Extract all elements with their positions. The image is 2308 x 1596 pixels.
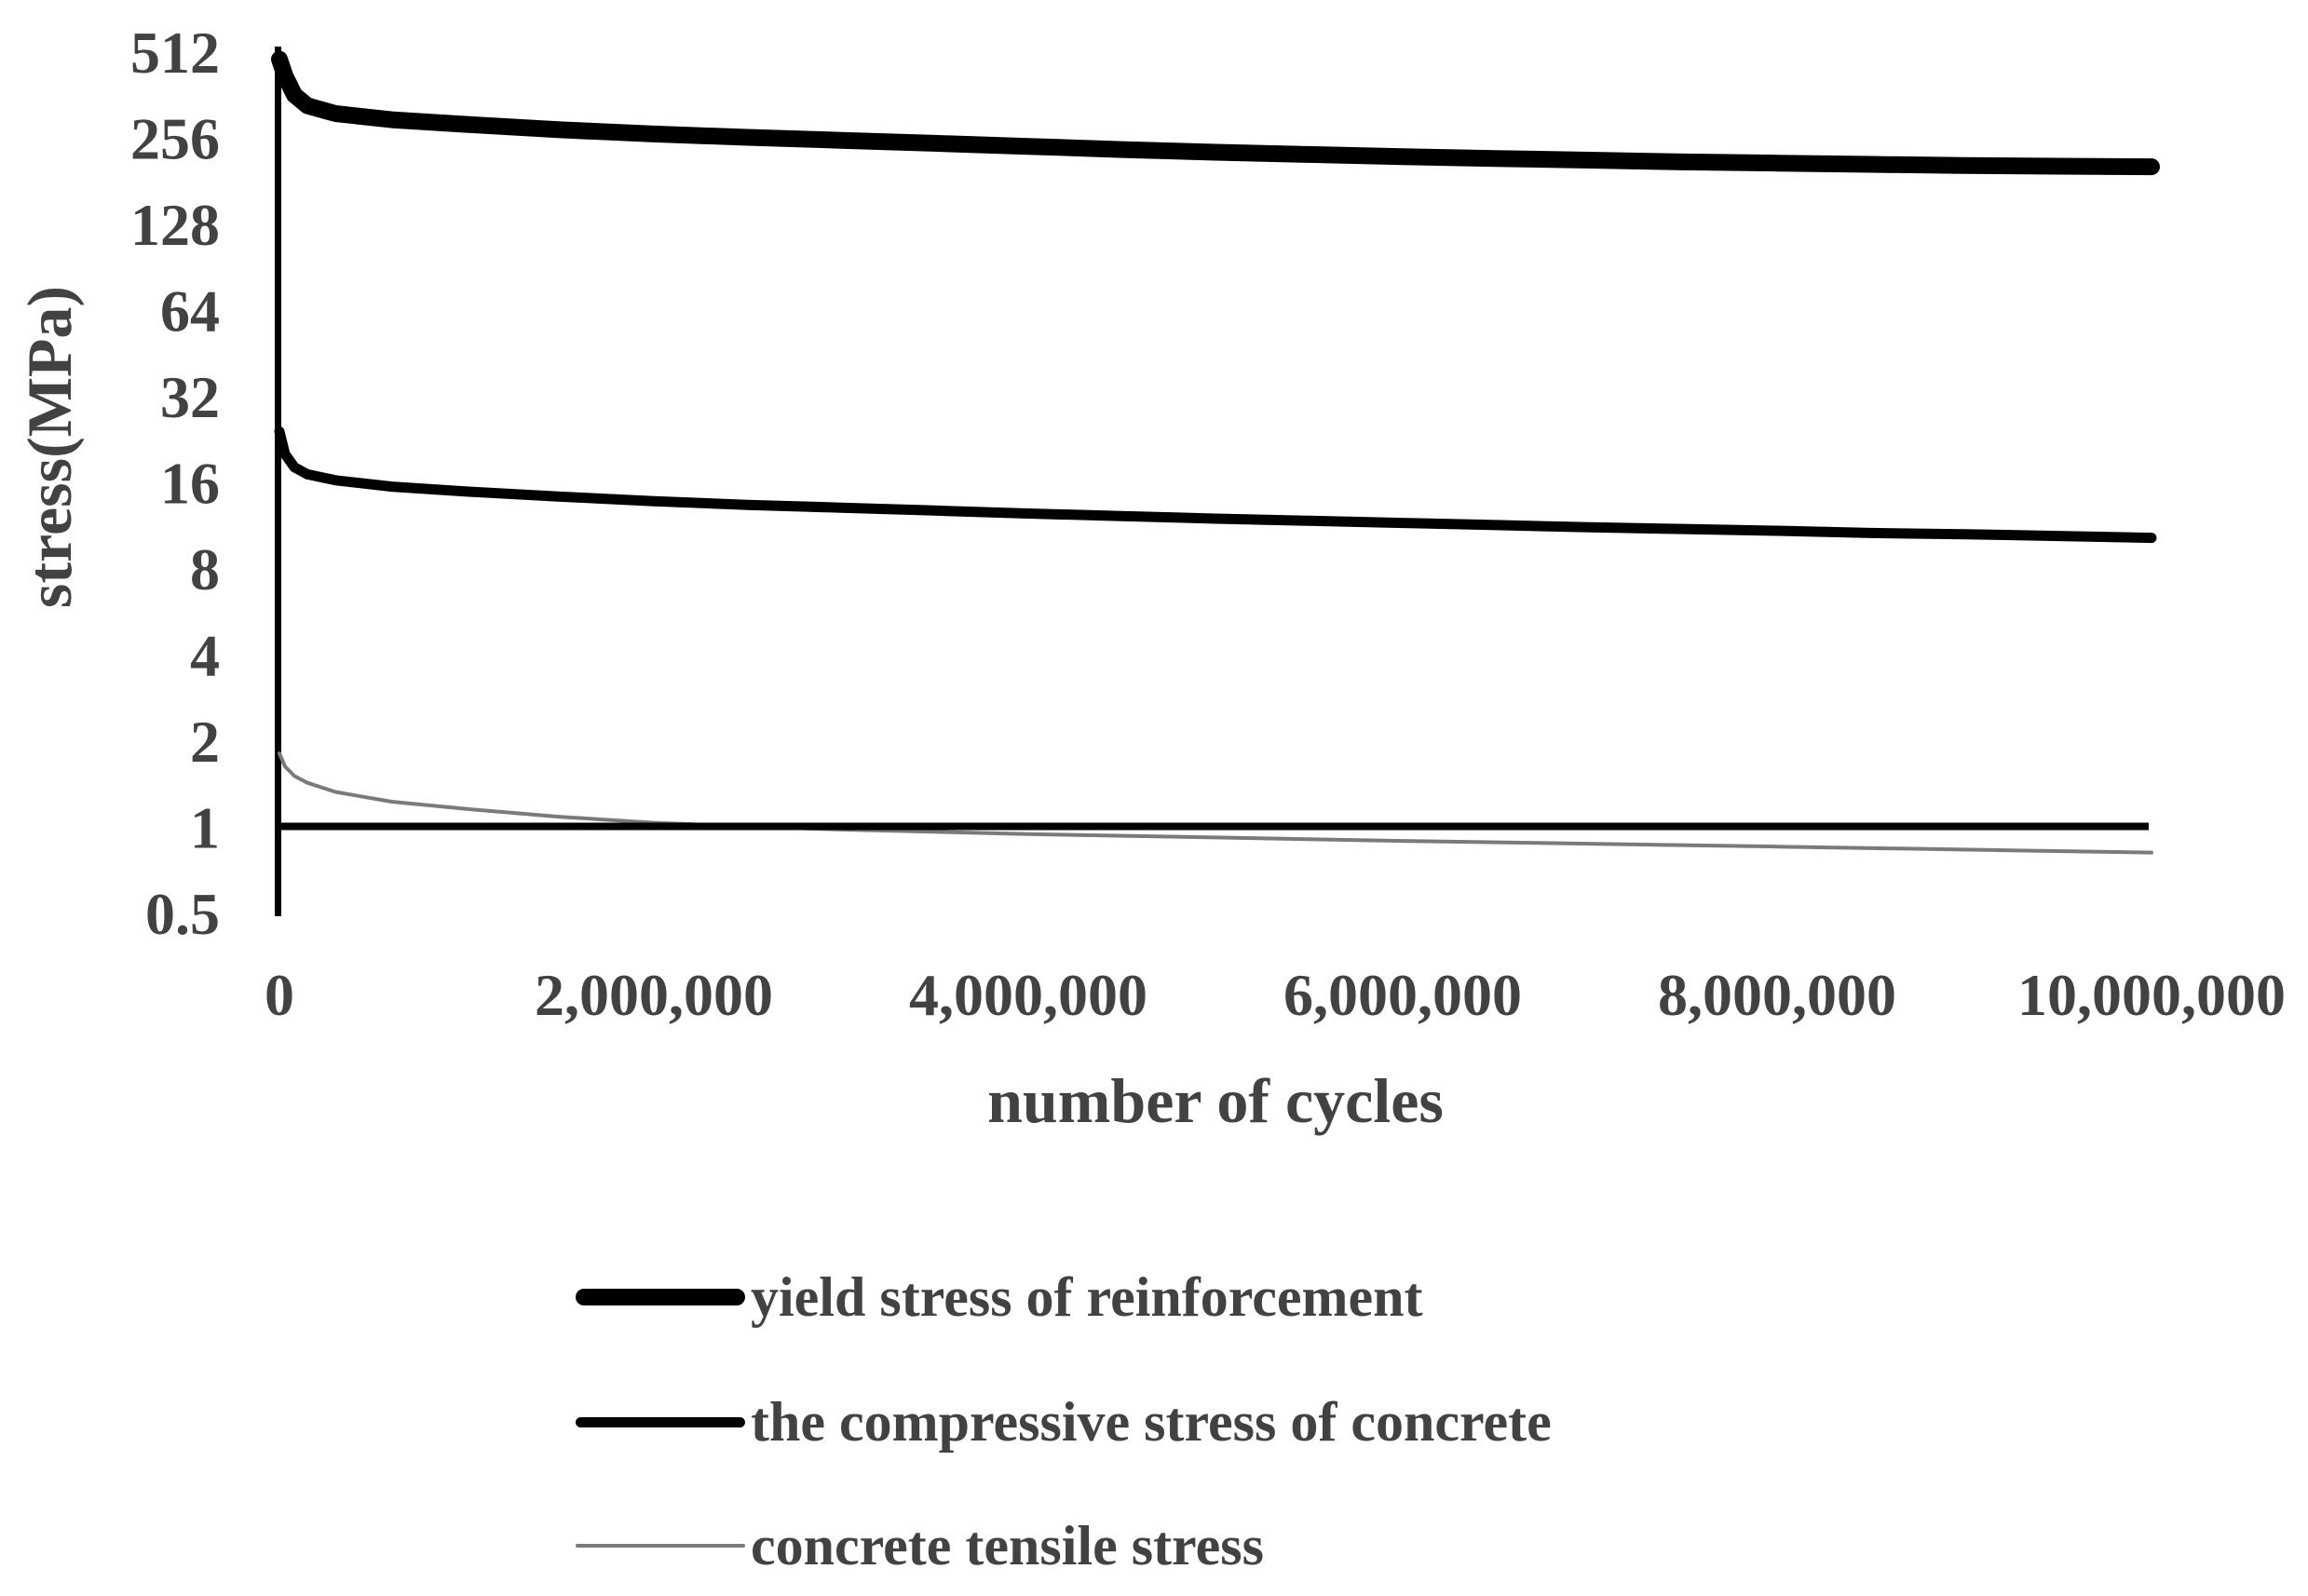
- x-tick-label: 4,000,000: [909, 962, 1147, 1028]
- legend-label: concrete tensile stress: [751, 1515, 1264, 1576]
- legend-line-swatch: [576, 1289, 745, 1305]
- y-tick-label: 2: [190, 709, 220, 775]
- legend-label: the compressive stress of concrete: [751, 1391, 1552, 1453]
- y-tick-label: 512: [130, 20, 220, 86]
- series-line-the-compressive-stress-of-concrete: [274, 426, 2157, 544]
- y-tick-label: 1: [190, 795, 220, 861]
- x-tick-label: 8,000,000: [1658, 962, 1896, 1028]
- x-tick-label: 0: [265, 962, 294, 1028]
- y-tick-label: 64: [160, 278, 220, 345]
- x-axis-title: number of cycles: [987, 1065, 1444, 1136]
- legend-item: yield stress of reinforcement: [576, 1269, 1423, 1325]
- legend-label: yield stress of reinforcement: [751, 1266, 1423, 1328]
- y-tick-label: 0.5: [145, 881, 220, 947]
- x-tick-label: 2,000,000: [535, 962, 773, 1028]
- series-line-concrete-tensile-stress: [278, 751, 2153, 855]
- y-tick-label: 32: [160, 364, 220, 430]
- series-lines: [271, 50, 2160, 855]
- x-axis-tick-labels: 0 2,000,000 4,000,000 6,000,000 8,000,000 10,…: [265, 962, 2286, 1028]
- x-tick-label: 6,000,000: [1283, 962, 1522, 1028]
- y-tick-label: 128: [130, 192, 220, 258]
- legend-item: concrete tensile stress: [576, 1518, 1264, 1574]
- y-tick-label: 256: [130, 106, 220, 172]
- y-axis-tick-labels: 512 256 128 64 32 16 8 4 2 1 0.5: [130, 20, 220, 947]
- y-tick-label: 8: [190, 536, 220, 602]
- legend-line-swatch: [576, 1544, 745, 1548]
- legend-item: the compressive stress of concrete: [576, 1394, 1552, 1450]
- y-tick-label: 4: [190, 623, 220, 689]
- legend-line-swatch: [576, 1416, 745, 1427]
- x-tick-label: 10,000,000: [2017, 962, 2286, 1028]
- series-line-yield-stress-of-reinforcement: [271, 50, 2160, 176]
- y-axis-title: stress(MPa): [14, 286, 85, 608]
- y-tick-label: 16: [160, 451, 220, 517]
